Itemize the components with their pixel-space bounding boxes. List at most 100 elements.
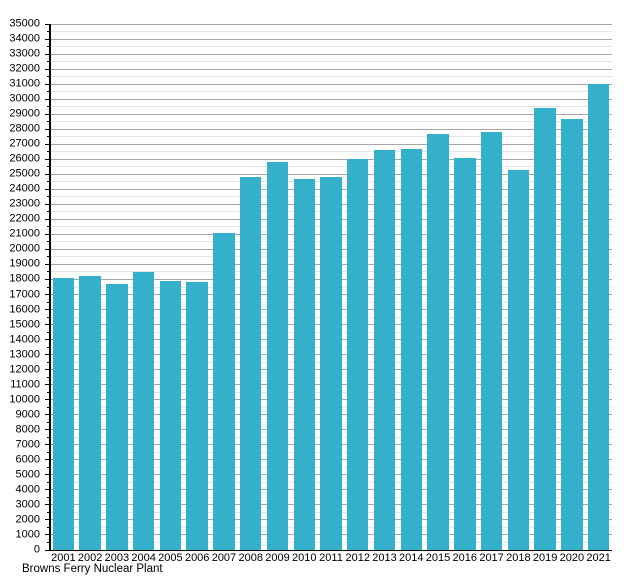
x-tick-label: 2007	[211, 552, 237, 564]
bar	[79, 276, 101, 550]
minor-gridline	[51, 151, 612, 153]
y-minor-tick	[47, 331, 50, 333]
y-major-tick	[45, 309, 50, 311]
y-minor-tick	[47, 241, 50, 243]
y-tick-label: 15000	[9, 318, 40, 331]
y-tick-label: 2000	[15, 513, 40, 526]
chart-footer-label: Browns Ferry Nuclear Plant	[22, 563, 163, 575]
x-tick-label: 2005	[158, 552, 183, 564]
y-major-tick	[45, 233, 50, 235]
y-major-tick	[45, 369, 50, 371]
y-major-tick	[45, 53, 50, 55]
major-gridline	[51, 53, 612, 55]
y-minor-tick	[47, 406, 50, 408]
y-tick-label: 9000	[15, 408, 40, 421]
y-minor-tick	[47, 166, 50, 168]
y-tick-label: 6000	[15, 453, 40, 466]
y-major-tick	[45, 23, 50, 25]
x-tick-label: 2010	[291, 552, 317, 564]
bar	[240, 177, 262, 550]
y-major-tick	[45, 113, 50, 115]
y-minor-tick	[47, 256, 50, 258]
y-minor-tick	[47, 196, 50, 198]
y-tick-label: 20000	[9, 242, 40, 255]
y-minor-tick	[47, 391, 50, 393]
y-tick-label: 1000	[15, 528, 40, 541]
x-tick-label: 2019	[532, 552, 558, 564]
x-tick-label: 2008	[238, 552, 263, 564]
x-tick-label: 2017	[479, 552, 504, 564]
bar	[373, 150, 396, 550]
y-minor-tick	[47, 346, 50, 348]
minor-gridline	[51, 166, 612, 168]
y-tick-label: 34000	[9, 32, 40, 45]
x-tick-label: 2009	[265, 552, 290, 564]
y-minor-tick	[47, 466, 50, 468]
y-major-tick	[45, 444, 50, 446]
y-minor-tick	[47, 541, 50, 543]
bar	[561, 118, 583, 550]
y-minor-tick	[47, 376, 50, 378]
y-minor-tick	[47, 451, 50, 453]
y-tick-label: 23000	[9, 197, 40, 210]
y-major-tick	[45, 474, 50, 476]
y-minor-tick	[47, 511, 50, 513]
y-major-tick	[45, 324, 50, 326]
y-major-tick	[45, 459, 50, 461]
y-tick-label: 21000	[9, 227, 40, 240]
major-gridline	[51, 68, 612, 70]
bar	[106, 283, 128, 550]
y-tick-label: 3000	[15, 498, 40, 511]
y-tick-label: 18000	[9, 272, 40, 285]
y-minor-tick	[47, 61, 50, 63]
y-minor-tick	[47, 46, 50, 48]
minor-gridline	[51, 46, 612, 48]
y-minor-tick	[47, 91, 50, 93]
y-tick-label: 27000	[9, 137, 40, 150]
y-tick-label: 25000	[9, 167, 40, 180]
y-major-tick	[45, 218, 50, 220]
y-major-tick	[45, 429, 50, 431]
y-major-tick	[45, 384, 50, 386]
y-minor-tick	[47, 211, 50, 213]
y-minor-tick	[47, 301, 50, 303]
y-major-tick	[45, 38, 50, 40]
y-tick-label: 10000	[9, 393, 40, 406]
y-major-tick	[45, 188, 50, 190]
x-tick-label: 2003	[104, 552, 130, 564]
x-tick-label: 2021	[586, 552, 611, 564]
y-major-tick	[45, 128, 50, 130]
y-minor-tick	[47, 361, 50, 363]
y-tick-label: 35000	[9, 17, 40, 30]
y-tick-label: 33000	[9, 47, 40, 60]
y-tick-label: 4000	[15, 483, 40, 496]
y-tick-label: 26000	[9, 152, 40, 165]
y-major-tick	[45, 534, 50, 536]
x-tick-label: 2001	[51, 552, 76, 564]
x-tick-label: 2016	[452, 552, 478, 564]
bar	[507, 169, 530, 550]
y-tick-label: 17000	[9, 288, 40, 300]
y-tick-label: 14000	[9, 333, 40, 346]
y-tick-label: 5000	[15, 468, 40, 481]
major-gridline	[51, 158, 612, 160]
x-axis-line	[49, 549, 612, 551]
major-gridline	[51, 98, 612, 100]
x-tick-label: 2012	[345, 552, 370, 564]
y-tick-label: 7000	[15, 438, 40, 451]
bar	[52, 277, 75, 550]
y-major-tick	[45, 143, 50, 145]
y-major-tick	[45, 399, 50, 401]
x-tick-label: 2006	[184, 552, 210, 564]
minor-gridline	[51, 61, 612, 63]
y-minor-tick	[47, 436, 50, 438]
major-gridline	[51, 113, 612, 115]
x-tick-label: 2011	[319, 552, 343, 564]
x-tick-label: 2002	[77, 552, 103, 564]
y-minor-tick	[47, 421, 50, 423]
y-minor-tick	[47, 181, 50, 183]
y-tick-label: 19000	[9, 257, 40, 270]
y-major-tick	[45, 248, 50, 250]
x-tick-label: 2018	[506, 552, 531, 564]
y-tick-label: 30000	[9, 92, 40, 105]
